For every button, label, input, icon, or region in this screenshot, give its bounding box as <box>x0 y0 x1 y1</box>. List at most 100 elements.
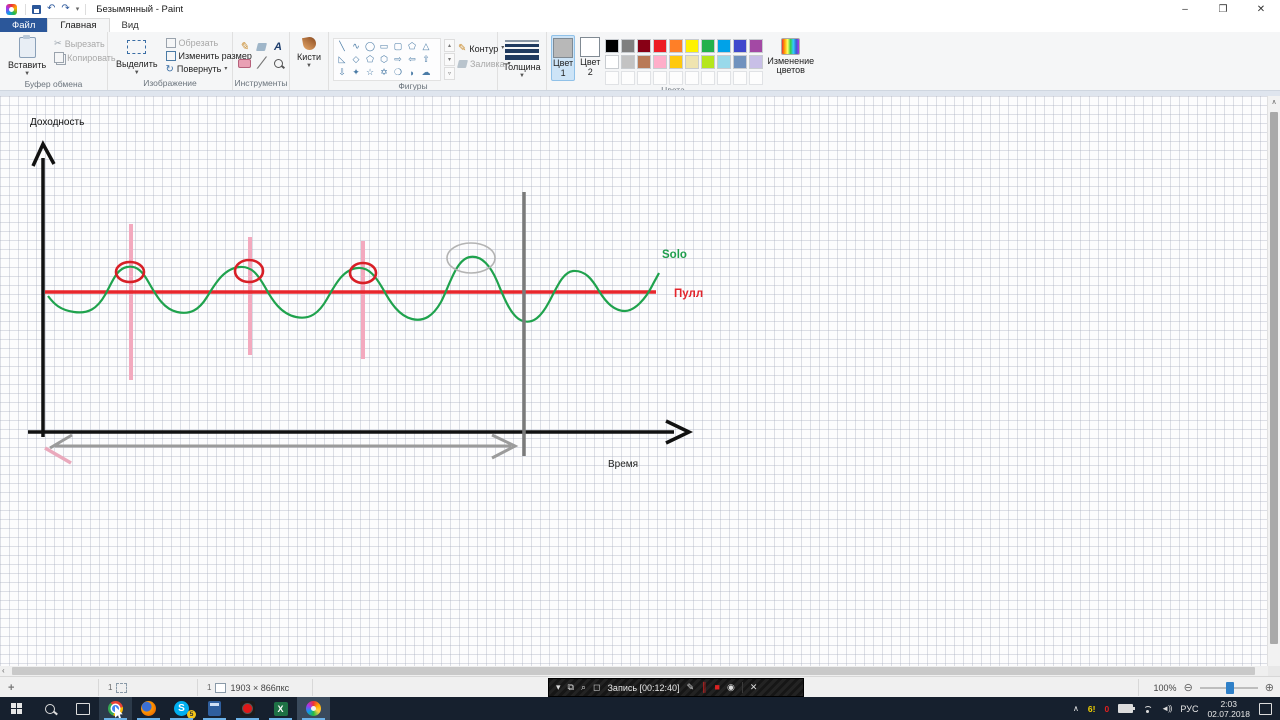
shape-icon[interactable]: ◺ <box>338 54 346 64</box>
palette-color[interactable] <box>749 71 764 85</box>
vertical-scrollbar-thumb[interactable] <box>1270 112 1278 644</box>
zoom-slider-thumb[interactable] <box>1225 681 1234 694</box>
palette-color[interactable] <box>685 71 700 85</box>
palette-color[interactable] <box>669 39 684 53</box>
palette-color[interactable] <box>717 71 732 85</box>
palette-color[interactable] <box>749 55 764 69</box>
taskbar-recorder-button[interactable] <box>231 697 264 720</box>
palette-color[interactable] <box>605 55 620 69</box>
tab-home[interactable]: Главная <box>47 18 110 32</box>
save-icon[interactable] <box>32 4 41 14</box>
text-tool[interactable]: A <box>271 39 286 54</box>
battery-icon[interactable] <box>1118 704 1136 713</box>
palette-color[interactable] <box>701 71 716 85</box>
palette-color[interactable] <box>637 39 652 53</box>
shape-icon[interactable]: ⇨ <box>394 54 402 64</box>
palette-color[interactable] <box>701 39 716 53</box>
rotate-button[interactable]: ↻ Повернуть ▾ <box>165 63 228 75</box>
task-view-button[interactable] <box>66 697 99 720</box>
magnifier-tool[interactable] <box>271 56 286 71</box>
taskbar-chrome-button[interactable] <box>99 697 132 720</box>
tab-view[interactable]: Вид <box>121 19 139 31</box>
tab-file[interactable]: Файл <box>0 18 48 32</box>
thickness-button[interactable]: Толщина ▼ <box>499 35 544 81</box>
shape-icon[interactable]: ◯ <box>364 41 376 51</box>
language-indicator[interactable]: РУС <box>1180 703 1199 714</box>
palette-color[interactable] <box>621 71 636 85</box>
stop-icon[interactable]: ■ <box>714 682 720 692</box>
palette-color[interactable] <box>701 55 716 69</box>
volume-icon[interactable]: ◄)) <box>1161 704 1172 713</box>
pause-icon[interactable]: ║ <box>701 682 708 692</box>
shape-icon[interactable]: ◇ <box>352 54 360 64</box>
paint-canvas[interactable]: Доходность Время Solo Пулл <box>0 96 1268 666</box>
taskbar-skype-button[interactable]: S 5 <box>165 697 198 720</box>
shape-icon[interactable]: ⬠ <box>366 54 374 64</box>
zoom-in-icon[interactable]: ⊕ <box>1264 682 1274 694</box>
resize-button[interactable]: Изменить размер <box>165 51 252 61</box>
color1-button[interactable]: Цвет 1 <box>551 35 576 81</box>
window-mode-icon[interactable]: ⧉ <box>567 682 574 692</box>
eraser-tool[interactable] <box>237 56 252 71</box>
shape-icon[interactable]: ⬡ <box>380 54 388 64</box>
shape-icon[interactable]: △ <box>422 41 430 51</box>
pencil-tool[interactable]: ✎ <box>237 39 252 54</box>
palette-color[interactable] <box>733 39 748 53</box>
scroll-more-icon[interactable]: ▿ <box>444 67 455 80</box>
action-center-icon[interactable] <box>1259 702 1272 715</box>
palette-color[interactable] <box>653 71 668 85</box>
shapes-scrollbar[interactable]: ▴ ▾ ▿ <box>444 38 455 80</box>
shape-icon[interactable]: ❍ <box>393 67 403 77</box>
shape-icon[interactable]: ⇦ <box>408 54 416 64</box>
palette-color[interactable] <box>717 55 732 69</box>
palette-color[interactable] <box>749 39 764 53</box>
draw-pen-icon[interactable]: ✎ <box>686 682 695 692</box>
palette-color[interactable] <box>669 55 684 69</box>
brushes-button[interactable]: Кисти ▼ <box>293 35 325 71</box>
palette-color[interactable] <box>637 55 652 69</box>
minimize-button[interactable]: – <box>1182 3 1188 15</box>
shape-icon[interactable]: ∿ <box>352 41 360 51</box>
palette-color[interactable] <box>621 39 636 53</box>
shape-icon[interactable]: ⇧ <box>422 54 430 64</box>
taskbar-firefox-button[interactable] <box>132 697 165 720</box>
palette-color[interactable] <box>621 55 636 69</box>
tray-expand-icon[interactable]: ∧ <box>1073 704 1079 713</box>
vertical-scrollbar[interactable]: ∧ <box>1267 96 1280 666</box>
shape-icon[interactable]: ☆ <box>365 67 375 77</box>
fill-button[interactable]: Заливка ▾ <box>457 59 511 69</box>
taskbar-calculator-button[interactable] <box>198 697 231 720</box>
palette-color[interactable] <box>685 55 700 69</box>
fill-tool[interactable] <box>254 39 269 54</box>
screenshot-camera-icon[interactable]: ◉ <box>726 682 735 692</box>
palette-color[interactable] <box>669 71 684 85</box>
shape-icon[interactable]: ╲ <box>339 41 345 51</box>
close-icon[interactable]: ✕ <box>749 682 758 692</box>
palette-color[interactable] <box>653 55 668 69</box>
palette-color[interactable] <box>605 39 620 53</box>
palette-color[interactable] <box>685 39 700 53</box>
horizontal-scrollbar-thumb[interactable] <box>12 667 1255 675</box>
cut-button[interactable]: ✂ Вырезать <box>54 38 105 49</box>
shape-icon[interactable]: ⬠ <box>408 41 416 51</box>
tray-yellow-badge[interactable]: 6! <box>1087 703 1096 714</box>
restore-button[interactable]: ❐ <box>1218 3 1228 15</box>
palette-color[interactable] <box>653 39 668 53</box>
customize-toolbar-icon[interactable]: ▾ <box>75 6 80 13</box>
scroll-up-icon[interactable]: ∧ <box>1271 99 1277 106</box>
clock[interactable]: 2:03 02.07.2018 <box>1207 698 1250 719</box>
close-button[interactable]: ✕ <box>1256 3 1266 15</box>
shape-icon[interactable]: ▢ <box>393 41 403 51</box>
zoom-out-icon[interactable]: ⊖ <box>1183 682 1193 694</box>
shape-icon[interactable]: ✦ <box>352 67 360 77</box>
taskbar-excel-button[interactable]: X <box>264 697 297 720</box>
wifi-icon[interactable] <box>1142 705 1152 713</box>
palette-color[interactable] <box>733 71 748 85</box>
shape-icon[interactable]: ⇩ <box>338 67 346 77</box>
scroll-up-icon[interactable]: ▴ <box>444 39 455 52</box>
horizontal-scrollbar[interactable]: ‹ <box>0 666 1268 676</box>
crop-button[interactable]: Обрезать <box>165 38 252 48</box>
scroll-down-icon[interactable]: ▾ <box>444 53 455 66</box>
outline-button[interactable]: ✎ Контур ▾ <box>458 43 505 54</box>
taskbar-paint-button[interactable] <box>297 697 330 720</box>
